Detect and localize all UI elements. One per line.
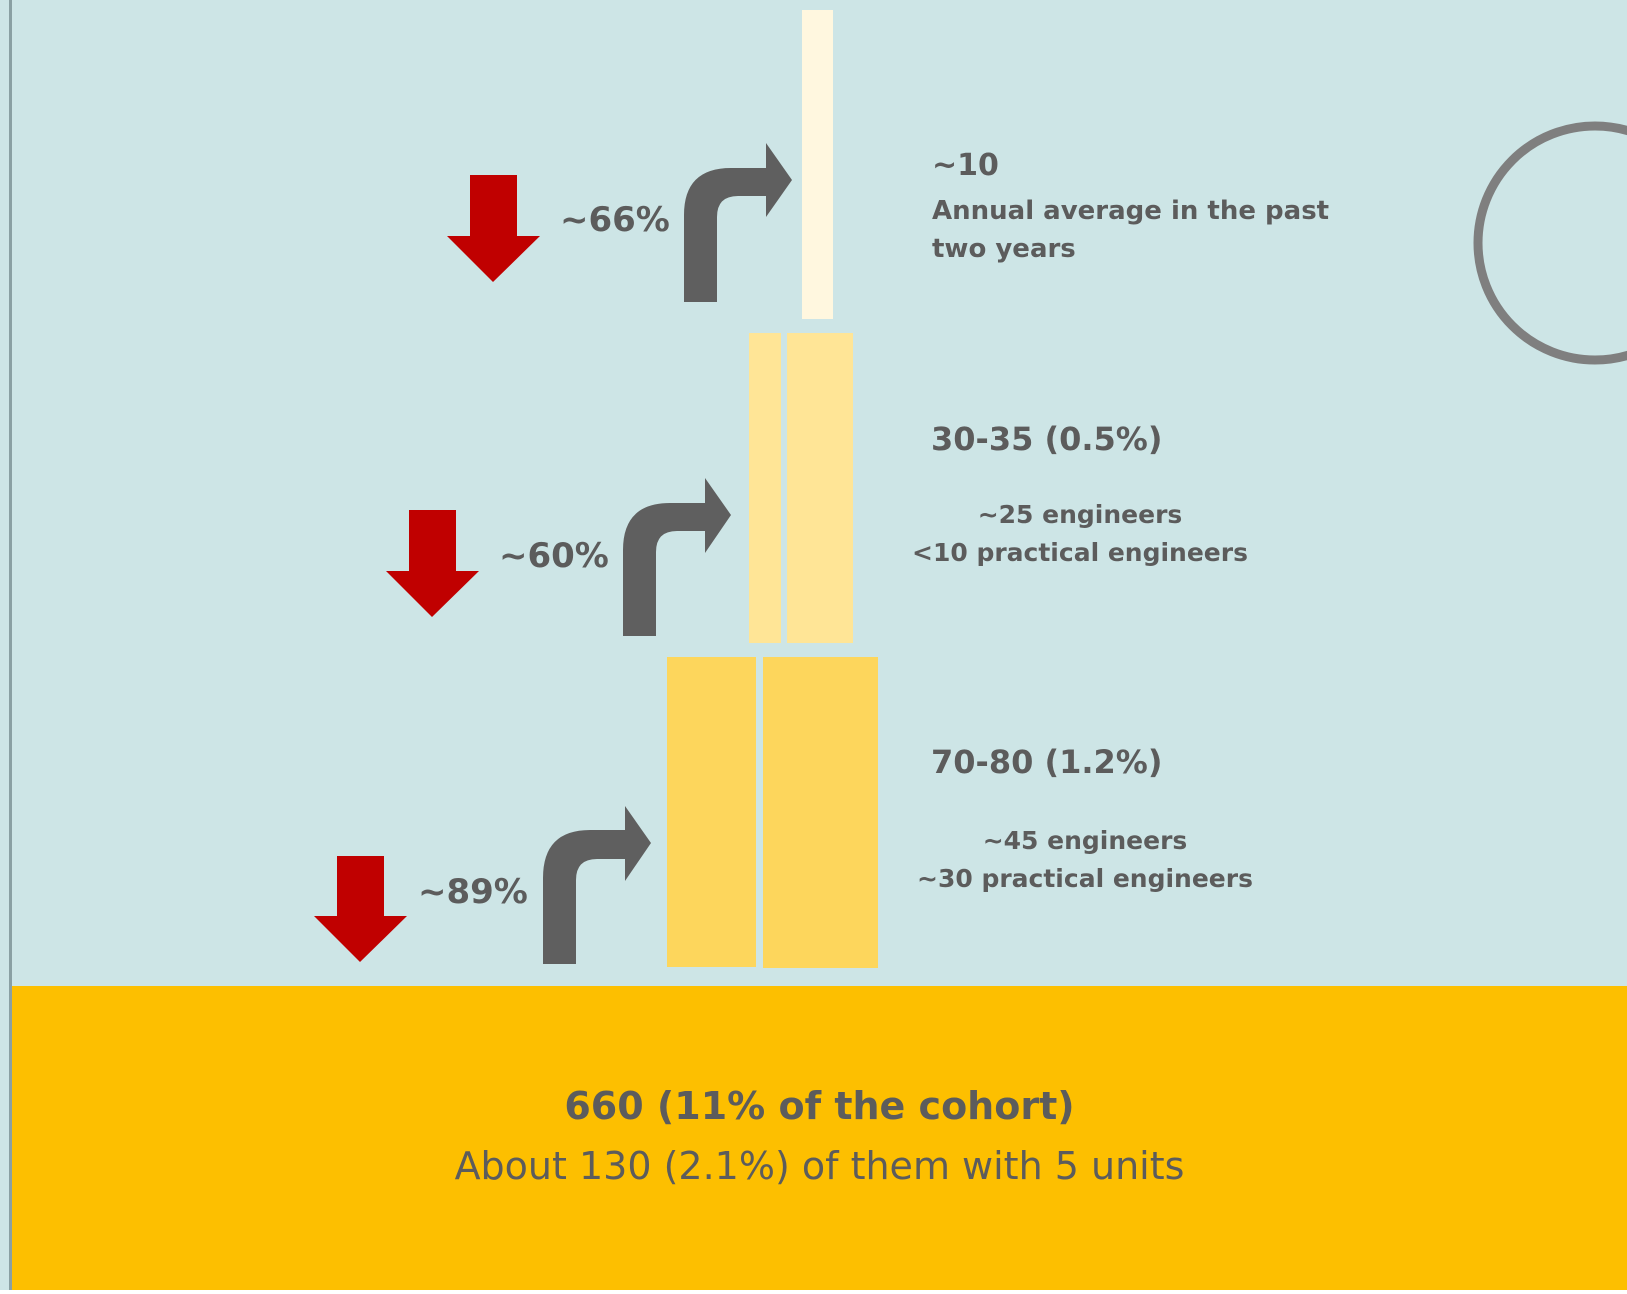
tier-middle-detail-1: ~25 engineers	[977, 500, 1183, 529]
tier-middle-block-left	[749, 333, 781, 643]
arrow-turn-up-right-icon	[623, 478, 731, 636]
base-subline: About 130 (2.1%) of them with 5 units	[454, 1144, 1185, 1188]
tier-middle-drop-percent: ~60%	[499, 536, 609, 576]
tier-top-count: ~10	[932, 148, 999, 183]
tier-top-description: Annual average in the past two years	[932, 196, 1330, 264]
left-border-line	[9, 0, 12, 1290]
tier-middle-detail-2: <10 practical engineers	[912, 538, 1248, 567]
tier-bottom-detail-2: ~30 practical engineers	[917, 864, 1253, 893]
tier-bottom-block-right	[763, 657, 878, 968]
base-headline: 660 (11% of the cohort)	[564, 1084, 1075, 1128]
arrow-turn-up-right-icon	[543, 806, 651, 964]
circle-outline-icon	[1473, 121, 1627, 365]
tier-bottom-count: 70-80 (1.2%)	[931, 743, 1163, 781]
tier-top-drop-percent: ~66%	[560, 200, 670, 240]
arrow-turn-up-right-shape	[684, 143, 792, 302]
tier-bottom-drop-percent: ~89%	[418, 872, 528, 912]
tier-bottom-detail-1: ~45 engineers	[982, 826, 1188, 855]
arrow-down-icon	[447, 175, 540, 282]
tier-middle-count: 30-35 (0.5%)	[931, 420, 1163, 458]
tier-top-block	[802, 10, 833, 319]
arrow-turn-up-right-shape	[623, 478, 731, 636]
base-band	[12, 986, 1627, 1290]
arrow-down-icon	[386, 510, 479, 617]
arrow-turn-up-right-icon	[684, 143, 792, 302]
tier-bottom-block-left	[667, 657, 756, 967]
tier-middle-block-right	[787, 333, 853, 643]
arrow-turn-up-right-shape	[543, 806, 651, 964]
arrow-down-icon	[314, 856, 407, 962]
